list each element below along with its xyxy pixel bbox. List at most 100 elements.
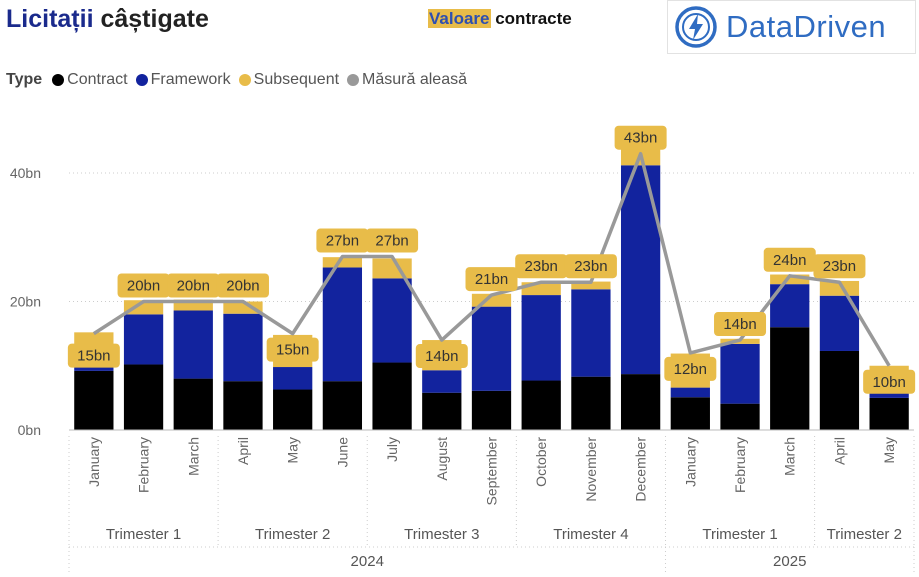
measure-selector[interactable]: Valoare contracte xyxy=(428,9,572,29)
data-label: 23bn xyxy=(525,258,558,275)
quarter-label: Trimester 4 xyxy=(553,526,628,543)
bar-framework xyxy=(223,313,263,382)
x-tick-label: August xyxy=(434,437,450,481)
bar-contract xyxy=(720,403,760,430)
data-label: 23bn xyxy=(823,258,856,275)
legend-item-subsequent[interactable]: Subsequent xyxy=(238,71,340,89)
bar-subsequent xyxy=(173,299,213,311)
lightning-circle-icon xyxy=(675,6,717,48)
bar-framework xyxy=(670,387,710,398)
title-rest: câștigate xyxy=(93,5,209,33)
bar-framework xyxy=(273,367,313,390)
bar-framework xyxy=(720,343,760,404)
bar-framework xyxy=(571,289,611,377)
measure-highlight: Valoare xyxy=(428,9,491,28)
data-label: 14bn xyxy=(723,316,756,333)
data-label: 43bn xyxy=(624,130,657,147)
bar-subsequent xyxy=(869,365,909,371)
bar-subsequent xyxy=(770,274,810,285)
bar-contract xyxy=(422,392,462,430)
x-tick-label: September xyxy=(484,437,500,506)
bar-framework xyxy=(471,306,512,391)
x-tick-label: February xyxy=(136,437,152,493)
bar-contract xyxy=(521,380,561,430)
data-label-bg xyxy=(167,273,220,298)
bar-subsequent xyxy=(223,301,263,314)
x-tick-label: May xyxy=(881,437,897,463)
y-tick-label: 20bn xyxy=(10,294,41,310)
data-label-bg xyxy=(67,343,120,368)
data-label-bg xyxy=(664,356,717,381)
data-label: 15bn xyxy=(276,342,309,359)
bar-contract xyxy=(670,397,710,430)
data-label-bg xyxy=(117,273,170,298)
bar-subsequent xyxy=(819,280,860,296)
data-label-bg xyxy=(863,369,916,394)
bar-framework xyxy=(123,314,164,365)
bar-contract xyxy=(74,370,114,430)
data-label: 24bn xyxy=(773,252,806,269)
quarter-label: Trimester 3 xyxy=(404,526,479,543)
legend-label-framework: Framework xyxy=(150,71,231,88)
legend-item-contract[interactable]: Contract xyxy=(52,71,128,89)
bar-contract xyxy=(273,389,313,430)
data-label-bg xyxy=(564,254,617,279)
x-tick-label: October xyxy=(533,437,549,487)
data-label: 14bn xyxy=(425,348,458,365)
x-tick-label: April xyxy=(831,437,847,465)
bar-contract xyxy=(173,378,213,430)
title-highlight: Licitații xyxy=(6,5,94,33)
x-tick-label: January xyxy=(682,437,698,487)
bar-contract xyxy=(770,327,810,430)
page-title: Licitații câștigate xyxy=(6,5,209,34)
x-tick-label: June xyxy=(334,437,350,468)
data-label-bg xyxy=(216,273,269,298)
data-label: 15bn xyxy=(77,348,110,365)
legend-label-subsequent: Subsequent xyxy=(253,71,340,88)
data-label-bg xyxy=(465,267,518,292)
data-label: 23bn xyxy=(574,258,607,275)
data-label-bg xyxy=(366,228,419,253)
bar-subsequent xyxy=(322,257,363,268)
data-label: 27bn xyxy=(326,233,359,250)
data-label-bg xyxy=(266,337,319,362)
bar-subsequent xyxy=(123,300,164,315)
x-tick-label: July xyxy=(384,437,400,462)
legend-dot-subsequent xyxy=(238,74,251,86)
bar-framework xyxy=(74,364,114,371)
logo-text: DataDriven xyxy=(726,9,887,44)
bar-contract xyxy=(322,381,363,430)
bar-framework xyxy=(372,278,412,363)
x-tick-label: February xyxy=(732,437,748,493)
x-tick-label: March xyxy=(185,437,201,476)
x-tick-label: May xyxy=(285,437,301,463)
bar-framework xyxy=(521,295,561,381)
legend-title: Type xyxy=(6,71,43,88)
bar-contract xyxy=(223,381,263,430)
bar-contract xyxy=(869,397,909,430)
bar-framework xyxy=(322,267,363,382)
y-tick-label: 0bn xyxy=(18,422,41,438)
data-label: 20bn xyxy=(127,278,160,295)
data-label: 20bn xyxy=(177,278,210,295)
data-label-bg xyxy=(813,254,866,279)
x-tick-label: April xyxy=(235,437,251,465)
data-label-bg xyxy=(614,125,667,150)
legend-item-framework[interactable]: Framework xyxy=(135,71,231,89)
year-label: 2025 xyxy=(773,553,806,570)
data-label: 21bn xyxy=(475,271,508,288)
data-label-bg xyxy=(316,228,369,253)
quarter-label: Trimester 1 xyxy=(106,526,181,543)
bar-contract xyxy=(620,374,661,430)
bar-contract xyxy=(123,364,164,430)
data-label: 20bn xyxy=(226,278,259,295)
measure-rest: contracte xyxy=(490,9,572,28)
legend-dot-measure xyxy=(347,74,360,86)
legend-item-measure[interactable]: Măsură aleasă xyxy=(347,71,467,89)
data-label-bg xyxy=(415,344,468,369)
bar-framework xyxy=(173,310,213,379)
bar-contract xyxy=(372,362,412,430)
bar-contract xyxy=(471,390,512,430)
bar-subsequent xyxy=(372,258,412,279)
